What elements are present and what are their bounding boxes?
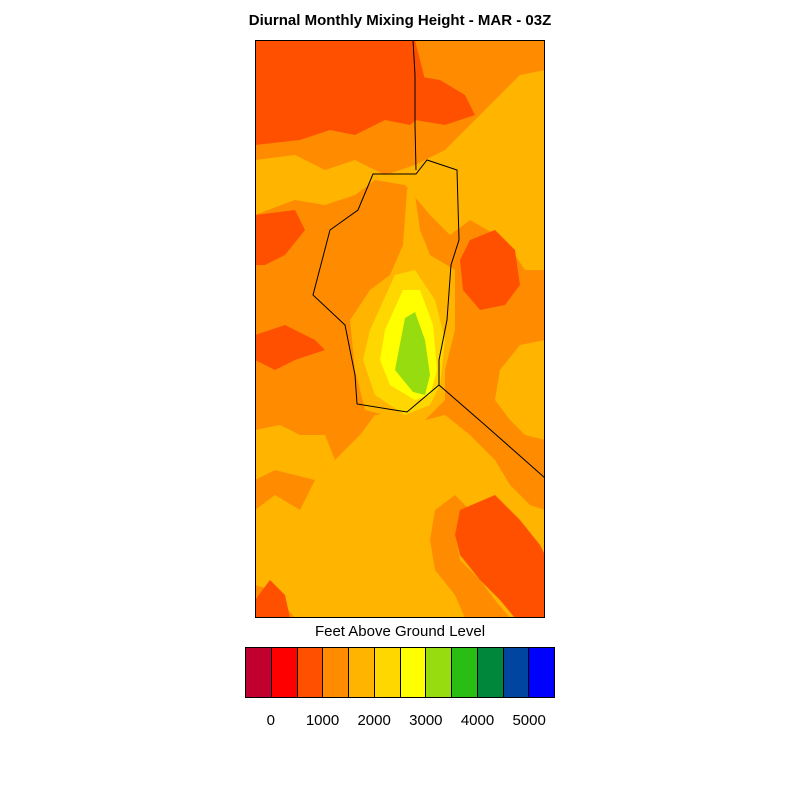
field-upper-band [255,70,545,270]
field-low-left [255,210,305,265]
legend-tick-label: 3000 [409,712,443,729]
map-frame [255,40,545,618]
legend-swatch-2 [297,648,324,697]
legend-swatch-10 [503,648,530,697]
boundary-southeast-line [438,384,545,479]
boundary-north-line [412,40,417,171]
color-legend-bar [245,647,555,698]
field-low-top-mid [410,75,475,125]
legend-swatch-3 [323,648,349,697]
legend-swatch-6 [400,648,427,697]
legend-tick-label: 0 [266,712,275,729]
mixing-height-map [255,40,545,618]
field-lower-left [255,425,335,480]
field-core-peak [395,312,430,395]
legend-swatch-9 [477,648,504,697]
legend-swatch-11 [529,648,554,697]
legend-swatch-1 [271,648,298,697]
field-low-left-mid [255,325,325,370]
field-upper-right [480,95,545,240]
legend-swatch-8 [452,648,478,697]
legend-swatch-4 [349,648,375,697]
legend-tick-label: 2000 [357,712,391,729]
legend-tick-label: 5000 [512,712,546,729]
legend-tick-label: 1000 [305,712,340,729]
legend-title: Feet Above Ground Level [314,623,486,640]
legend-swatch-7 [426,648,452,697]
field-low-bottom-left [255,580,290,618]
legend-swatch-0 [246,648,272,697]
field-low-bottom-right [455,495,545,618]
map-title: Diurnal Monthly Mixing Height - MAR - 03… [248,12,552,29]
field-low-top-left [255,40,440,145]
field-low-right [460,230,520,310]
legend-swatch-5 [374,648,401,697]
legend-tick-label: 4000 [460,712,495,729]
field-right-mid [495,340,545,440]
